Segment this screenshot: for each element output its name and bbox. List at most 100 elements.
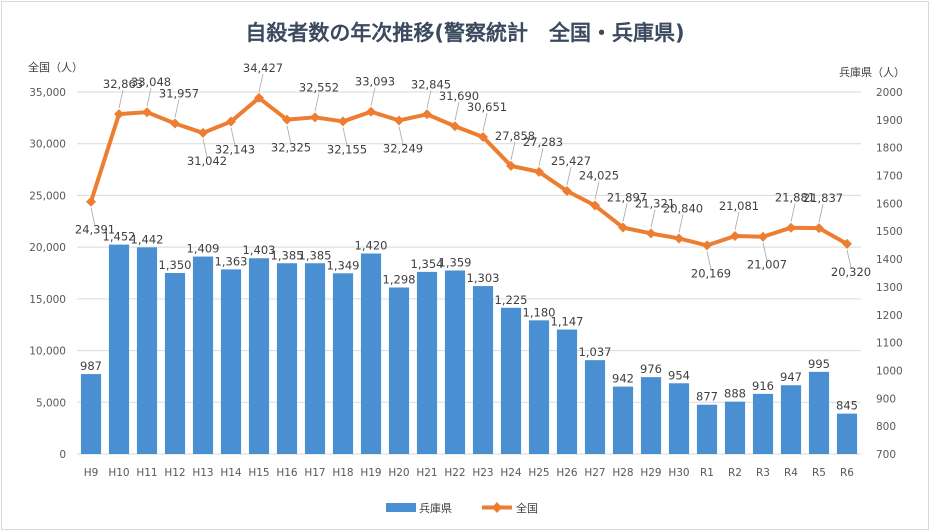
right-tick-label: 1100 [876, 338, 903, 350]
bar-data-label: 1,354 [411, 257, 444, 271]
right-tick-label: 1000 [876, 365, 903, 377]
x-tick-label: H21 [416, 467, 437, 479]
x-tick-label: R1 [700, 467, 714, 479]
leader-line [370, 87, 376, 106]
line-data-label: 27,283 [523, 135, 563, 149]
legend-bar-swatch [386, 503, 416, 512]
bar [304, 263, 326, 454]
bar-data-label: 942 [612, 372, 634, 386]
leader-line [622, 203, 628, 222]
bar-data-label: 1,385 [271, 248, 304, 262]
bar [696, 404, 718, 454]
line-marker [198, 127, 208, 138]
bar [528, 320, 550, 454]
left-tick-label: 10,000 [29, 346, 66, 358]
line-series [89, 95, 848, 248]
bar-data-label: 1,037 [579, 345, 612, 359]
x-tick-label: H20 [388, 467, 409, 479]
bar [612, 386, 634, 454]
line-data-label: 24,391 [75, 223, 115, 237]
line-marker [254, 92, 264, 103]
left-tick-label: 20,000 [29, 242, 66, 254]
bar [808, 371, 830, 454]
line-marker [730, 230, 740, 241]
bar-data-label: 1,452 [103, 230, 136, 244]
right-tick-label: 2000 [876, 87, 903, 99]
line-data-label: 24,025 [579, 169, 619, 183]
line-marker [562, 186, 572, 197]
bar [164, 273, 186, 454]
line-marker [590, 200, 600, 211]
line-marker [226, 116, 236, 127]
line-marker [534, 166, 544, 177]
bar-data-label: 995 [808, 357, 830, 371]
right-axis-label: 兵庫県（人） [839, 65, 905, 79]
bar [276, 263, 298, 454]
left-tick-label: 35,000 [29, 87, 66, 99]
legend-marker-icon [492, 502, 502, 513]
leader-line [510, 141, 516, 160]
bar [752, 393, 774, 454]
line-data-label: 21,881 [775, 191, 815, 205]
leader-line [342, 127, 348, 146]
leader-line [706, 251, 712, 270]
bar [836, 413, 858, 454]
leader-line [790, 203, 796, 222]
bar-data-label: 1,180 [523, 305, 556, 319]
bar-data-label: 845 [836, 399, 858, 413]
line-data-label: 21,837 [803, 191, 843, 205]
line-marker [114, 109, 124, 120]
bar-data-label: 1,385 [299, 248, 332, 262]
leader-line [230, 127, 236, 146]
line-data-label: 21,081 [719, 199, 759, 213]
line-data-label: 27,858 [495, 129, 535, 143]
bar-data-label: 1,359 [439, 255, 472, 269]
x-tick-label: H11 [136, 467, 157, 479]
line-marker [674, 233, 684, 244]
bar [780, 385, 802, 454]
bar [584, 360, 606, 454]
bar-data-label: 1,349 [327, 258, 360, 272]
line-marker [282, 114, 292, 125]
bar [416, 271, 438, 454]
leader-line [482, 112, 488, 132]
bar [248, 258, 270, 454]
line-data-label: 32,552 [299, 80, 339, 94]
right-tick-label: 1800 [876, 143, 903, 155]
bar-data-label: 954 [668, 368, 690, 382]
x-tick-label: H14 [220, 467, 242, 479]
line-data-label: 32,143 [215, 143, 255, 157]
bar-data-label: 1,225 [495, 293, 528, 307]
leader-line [454, 102, 460, 121]
bar-data-label: 1,403 [243, 243, 276, 257]
bar-data-label: 1,363 [215, 254, 248, 268]
x-tick-label: H23 [472, 467, 493, 479]
leader-line [538, 147, 544, 166]
right-tick-label: 700 [876, 449, 896, 461]
line-data-label: 20,840 [663, 201, 703, 215]
leader-line [146, 88, 152, 107]
bar-data-label: 947 [780, 370, 802, 384]
line-data-label: 32,845 [411, 77, 451, 91]
chart-title: 自殺者数の年次推移(警察統計 全国・兵庫県) [245, 21, 684, 45]
leader-line [594, 181, 600, 200]
left-tick-label: 5,000 [36, 397, 66, 409]
right-tick-label: 1300 [876, 282, 903, 294]
leader-line [426, 90, 432, 109]
line-data-label: 21,321 [635, 196, 675, 210]
bar-data-label: 1,420 [355, 239, 388, 253]
x-tick-label: H17 [304, 467, 325, 479]
line-marker [478, 131, 488, 142]
x-tick-label: R4 [784, 467, 798, 479]
bar-data-label: 1,350 [159, 258, 192, 272]
x-tick-label: R2 [728, 467, 742, 479]
legend-label-national: 全国 [516, 501, 538, 515]
bar [472, 286, 494, 454]
right-tick-label: 1900 [876, 115, 903, 127]
bar-data-label: 877 [696, 390, 718, 404]
leader-line [202, 138, 208, 158]
leader-line [258, 73, 264, 93]
bar [500, 307, 522, 454]
leader-line [90, 207, 96, 226]
